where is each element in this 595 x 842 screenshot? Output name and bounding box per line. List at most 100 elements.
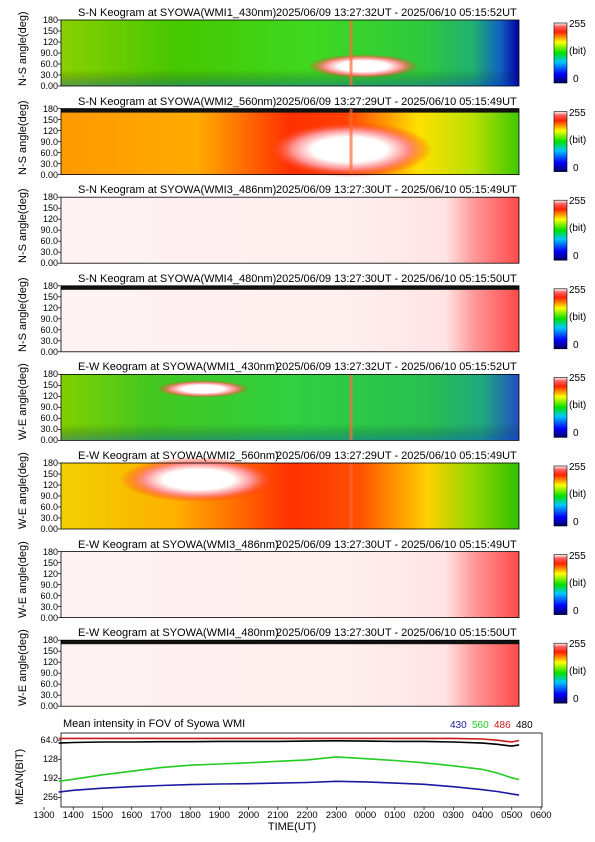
colorbar-min-label: 0 [573,339,579,351]
colorbar-max-label: 255 [569,196,586,208]
keogram-image-6 [58,457,520,530]
keogram-image-5 [58,373,520,441]
colorbar-1 [553,22,568,84]
colorbar-max-label: 255 [569,639,586,651]
y-tick-label: 60.0 [40,413,58,424]
x-tick-label: 0200 [413,810,435,821]
panel-time-range: 2025/06/09 13:27:29UT - 2025/06/10 05:15… [276,95,517,108]
panel-title: S-N Keogram at SYOWA(WMI4_480nm) [78,272,277,285]
panel-title: S-N Keogram at SYOWA(WMI1_430nm) [78,7,277,19]
colorbar-unit-label: (bit) [569,46,587,57]
y-tick-label: 60.0 [40,147,58,158]
y-tick-label: 90.0 [40,402,58,413]
y-tick-label: 150 [42,469,58,479]
y-tick-label: 60.0 [40,502,58,512]
mean-y-tick-label: 128 [42,754,58,765]
panel-title: S-N Keogram at SYOWA(WMI2_560nm) [78,95,277,108]
colorbar-max-label: 255 [569,373,586,385]
y-tick-label: 30.0 [40,335,58,346]
legend-entry-430: 430 [450,720,467,731]
legend-entry-486: 486 [494,720,511,731]
panel-time-range: 2025/06/09 13:27:30UT - 2025/06/10 05:15… [276,184,517,197]
x-tick-label: 2300 [325,810,347,821]
colorbar-7 [553,554,568,615]
colorbar-min-label: 0 [573,251,579,263]
series-line-430 [58,780,520,796]
x-tick-label: 1600 [121,810,143,821]
y-tick-label: 30.0 [40,158,58,169]
y-tick-label: 90.0 [40,136,58,147]
y-tick-label: 120 [42,37,58,47]
colorbar-5 [553,377,568,438]
panel-title: E-W Keogram at SYOWA(WMI4_480nm) [78,627,279,640]
keogram-image-2 [58,108,520,178]
keogram-image-3 [58,196,520,264]
colorbar-max-label: 255 [569,284,586,296]
y-tick-label: 0.00 [40,524,58,534]
x-tick-label: 0000 [355,810,377,821]
mean-y-tick-label: 256 [42,792,58,803]
panel-title: E-W Keogram at SYOWA(WMI2_560nm) [78,450,279,462]
colorbar-max-label: 255 [569,550,586,562]
y-tick-label: 180 [42,15,58,25]
y-tick-label: 150 [42,26,58,36]
x-tick-label: 1700 [150,810,172,821]
mean-panel-title: Mean intensity in FOV of Syowa WMI [63,718,246,730]
legend-entry-480: 480 [516,720,533,731]
colorbar-6 [553,465,568,527]
y-tick-label: 60.0 [40,679,58,690]
y-tick-label: 90.0 [40,491,58,501]
y-tick-label: 90.0 [40,48,58,58]
panel-title: S-N Keogram at SYOWA(WMI3_486nm) [78,184,277,197]
y-tick-label: 0.00 [40,346,58,357]
x-tick-label: 1400 [62,810,84,821]
colorbar-unit-label: (bit) [569,489,587,500]
y-tick-label: 60.0 [40,236,58,247]
y-tick-label: 90.0 [40,313,58,324]
y-tick-label: 90.0 [40,579,58,590]
colorbar-min-label: 0 [573,74,579,85]
colorbar-2 [553,111,568,172]
mean-y-axis-label: MEAN(BIT) [14,748,26,805]
keogram-image-7 [58,551,520,618]
y-tick-label: 120 [42,214,58,225]
keogram-image-8 [58,639,520,707]
panel-time-range: 2025/06/09 13:27:30UT - 2025/06/10 05:15… [276,272,517,285]
y-tick-label: 0.00 [40,701,58,712]
y-tick-label: 180 [42,635,58,646]
y-tick-label: 180 [42,280,58,291]
colorbar-max-label: 255 [569,19,586,30]
mean-y-tick-label: 64.0 [40,735,58,746]
x-tick-label: 1500 [91,810,114,821]
colorbar-min-label: 0 [573,694,579,706]
mean-intensity-plot [58,732,543,808]
y-tick-label: 30.0 [40,513,58,523]
y-tick-label: 0.00 [40,435,58,446]
y-tick-label: 150 [42,646,58,657]
y-tick-label: 0.00 [40,169,58,180]
y-tick-label: 120 [42,391,58,402]
colorbar-3 [553,199,568,261]
colorbar-unit-label: (bit) [569,134,587,146]
x-tick-label: 1800 [179,810,201,821]
keogram-image-4 [58,285,520,353]
y-tick-label: 60.0 [40,59,58,69]
y-tick-label: 120 [42,568,58,579]
y-tick-label: 30.0 [40,601,58,612]
legend-entry-560: 560 [472,720,489,731]
x-tick-label: 2200 [296,810,318,821]
panel-time-range: 2025/06/09 13:27:32UT - 2025/06/10 05:15… [276,7,517,19]
y-tick-label: 0.00 [40,612,58,623]
y-tick-label: 30.0 [40,424,58,435]
keogram-image-1 [58,19,520,87]
y-tick-label: 180 [42,369,58,380]
panel-title: E-W Keogram at SYOWA(WMI1_430nm) [78,361,279,374]
colorbar-min-label: 0 [573,428,579,440]
y-tick-label: 30.0 [40,690,58,701]
y-tick-label: 120 [42,302,58,313]
colorbar-unit-label: (bit) [569,400,587,412]
mean-y-tick-label: 192 [42,773,58,784]
colorbar-unit-label: (bit) [569,311,587,323]
x-tick-label: 2100 [267,810,289,821]
y-tick-label: 150 [42,291,58,302]
